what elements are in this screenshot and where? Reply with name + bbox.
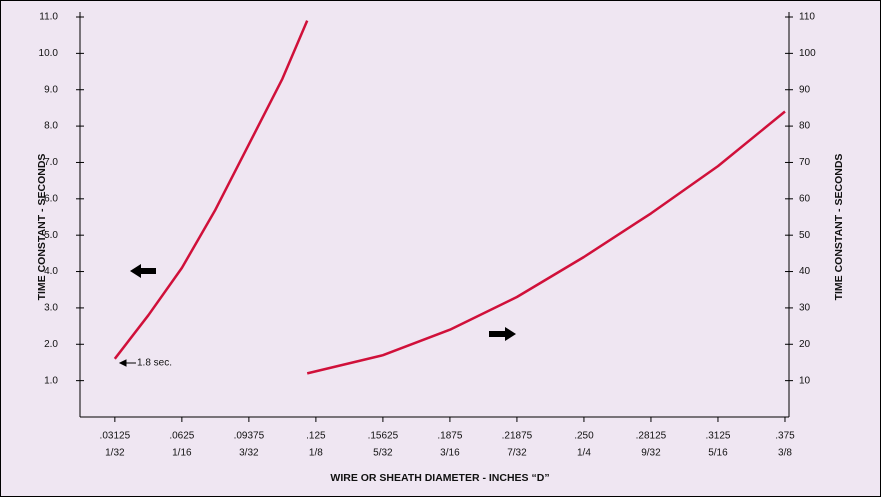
y2-tick-label: 90: [799, 84, 811, 95]
x-tick-fraction: 1/32: [105, 448, 125, 459]
y-tick-label: 5.0: [44, 230, 58, 241]
y2-tick-label: 100: [799, 48, 816, 59]
y2-tick-label: 40: [799, 266, 811, 277]
y-tick-label: 2.0: [44, 339, 58, 350]
x-tick-label: .125: [306, 431, 326, 442]
y-tick-label: 11.0: [39, 12, 58, 23]
x-tick-label: .28125: [636, 431, 667, 442]
x-tick-label: .15625: [368, 431, 399, 442]
right-axis-arrow: [489, 327, 516, 341]
x-tick-fraction: 3/32: [239, 448, 259, 459]
y2-tick-label: 20: [799, 339, 811, 350]
y2-tick-label: 110: [799, 12, 815, 23]
y2-tick-label: 70: [799, 157, 811, 168]
y-tick-label: 9.0: [44, 84, 58, 95]
x-tick-label: .21875: [502, 431, 533, 442]
y-tick-label: 3.0: [44, 303, 58, 314]
x-tick-label: .0625: [169, 431, 194, 442]
y2-tick-label: 60: [799, 193, 811, 204]
x-tick-label: .09375: [234, 431, 265, 442]
x-tick-fraction: 3/8: [778, 448, 792, 459]
left-axis-arrow: [130, 264, 156, 278]
y-tick-label: 10.0: [39, 48, 59, 59]
y-tick-label: 6.0: [44, 193, 58, 204]
x-tick-fraction: 9/32: [641, 448, 661, 459]
x-axis-title: WIRE OR SHEATH DIAMETER - INCHES “D”: [330, 472, 549, 484]
x-tick-label: .375: [775, 431, 795, 442]
x-tick-fraction: 5/32: [373, 448, 393, 459]
axes: [79, 12, 790, 418]
x-tick-label: .1875: [437, 431, 462, 442]
x-tick-label: .03125: [100, 431, 131, 442]
x-tick-fraction: 3/16: [440, 448, 460, 459]
annotation-arrow: [118, 359, 136, 367]
y2-tick-label: 10: [799, 375, 811, 386]
annotation: 1.8 sec.: [137, 358, 172, 369]
y-tick-label: 4.0: [44, 266, 58, 277]
x-tick-fraction: 7/32: [507, 448, 527, 459]
y-tick-label: 8.0: [44, 121, 58, 132]
y2-tick-label: 50: [799, 230, 811, 241]
x-tick-label: .250: [574, 431, 594, 442]
y2-axis-title: TIME CONSTANT - SECONDS: [833, 154, 845, 301]
y2-tick-label: 80: [799, 121, 811, 132]
y-tick-label: 1.0: [44, 375, 58, 386]
x-tick-fraction: 1/16: [172, 448, 192, 459]
x-tick-fraction: 1/4: [577, 448, 591, 459]
y-tick-label: 7.0: [44, 157, 58, 168]
y-axis-title: TIME CONSTANT - SECONDS: [36, 154, 48, 301]
series-line: [306, 110, 786, 375]
series-line: [113, 20, 309, 360]
x-tick-fraction: 1/8: [309, 448, 323, 459]
x-tick-label: .3125: [705, 431, 730, 442]
x-tick-fraction: 5/16: [708, 448, 728, 459]
y2-tick-label: 30: [799, 303, 811, 314]
